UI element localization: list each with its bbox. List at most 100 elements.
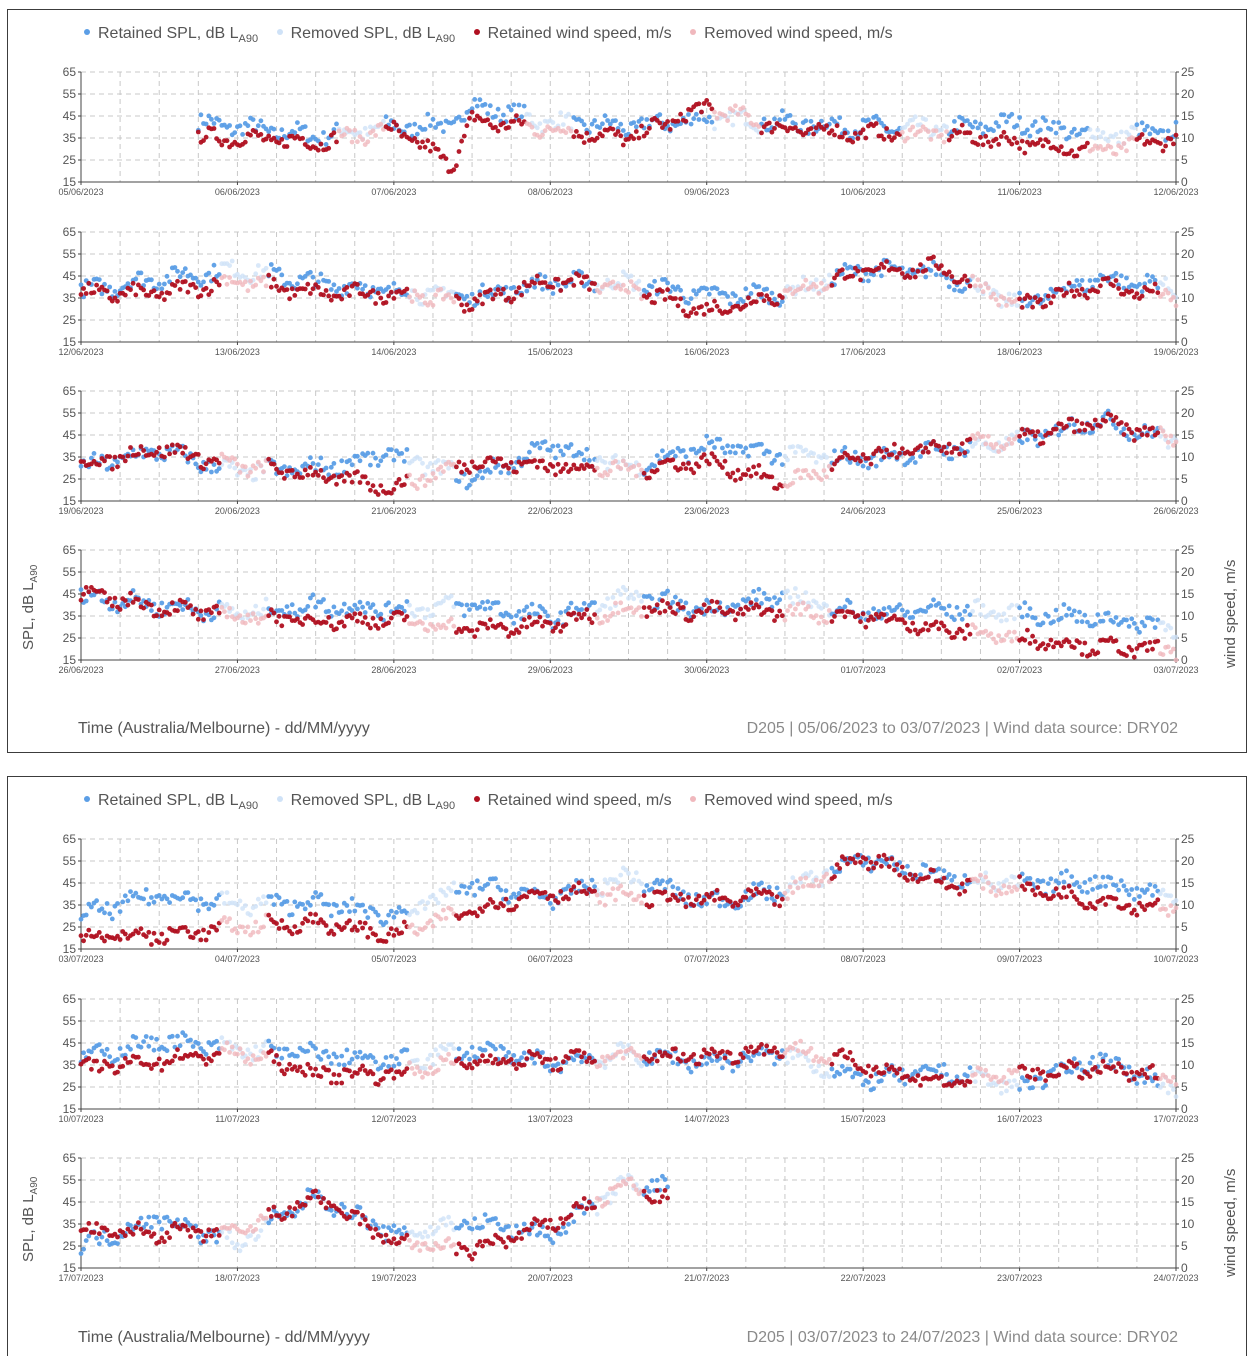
spl-point <box>1001 611 1007 617</box>
wind-point <box>156 607 162 613</box>
wind-point <box>618 466 624 471</box>
spl-point <box>352 1050 358 1055</box>
wind-point <box>532 458 537 463</box>
spl-point <box>1043 118 1048 123</box>
wind-point <box>1043 303 1048 309</box>
wind-point <box>508 460 514 465</box>
wind-point <box>602 613 608 619</box>
x-tick-label: 16/07/2023 <box>997 1114 1042 1124</box>
x-tick-label: 03/07/2023 <box>58 954 103 964</box>
wind-point <box>368 487 373 493</box>
wind-point <box>654 602 660 608</box>
spl-point <box>1014 303 1020 308</box>
spl-point <box>1092 621 1098 627</box>
spl-point <box>647 1050 652 1055</box>
spl-point <box>605 277 610 283</box>
spl-point <box>712 445 717 450</box>
wind-point <box>678 891 683 897</box>
spl-point <box>871 1086 876 1092</box>
wind-point <box>287 296 292 302</box>
wind-point <box>918 262 923 267</box>
spl-point <box>534 125 540 131</box>
wind-point <box>1006 436 1012 442</box>
spl-point <box>519 114 524 120</box>
y-right-tick-label: 15 <box>1181 876 1195 890</box>
spl-point <box>670 1060 676 1066</box>
spl-point <box>1168 893 1174 899</box>
spl-point <box>764 286 770 292</box>
spl-point <box>508 614 514 620</box>
wind-point <box>128 590 133 596</box>
spl-point <box>237 123 243 129</box>
wind-point <box>209 610 214 616</box>
wind-point <box>1058 144 1064 150</box>
spl-point <box>229 258 235 264</box>
wind-point <box>417 477 423 482</box>
wind-point <box>370 483 376 489</box>
wind-point <box>451 623 457 629</box>
wind-point <box>1004 135 1009 140</box>
wind-point <box>972 283 978 289</box>
spl-point <box>391 281 397 286</box>
wind-point <box>636 286 642 292</box>
wind-point <box>441 296 446 302</box>
wind-point <box>271 610 277 616</box>
spl-point <box>266 129 272 135</box>
wind-point <box>151 930 157 936</box>
spl-point <box>631 877 637 883</box>
wind-point <box>860 611 866 617</box>
spl-point <box>214 896 220 901</box>
wind-point <box>248 618 253 623</box>
spl-point <box>177 603 183 608</box>
spl-point <box>746 596 751 602</box>
wind-point <box>378 295 384 301</box>
spl-point <box>1017 605 1022 611</box>
spl-point <box>433 1047 438 1053</box>
wind-point <box>443 915 449 921</box>
wind-point <box>936 443 942 449</box>
spl-point <box>1098 134 1103 140</box>
spl-point <box>550 906 556 912</box>
wind-point <box>759 130 764 136</box>
spl-point <box>328 464 334 470</box>
spl-point <box>1027 301 1033 306</box>
wind-point <box>454 630 459 635</box>
wind-point <box>378 121 384 127</box>
wind-point <box>388 615 394 621</box>
wind-point <box>112 454 118 460</box>
wind-point <box>112 295 118 301</box>
spl-point <box>198 896 204 902</box>
spl-point <box>472 602 478 608</box>
wind-point <box>816 883 822 889</box>
spl-point <box>521 1050 527 1056</box>
spl-point <box>370 1055 376 1060</box>
wind-point <box>255 620 261 626</box>
wind-point <box>1066 639 1072 645</box>
wind-point <box>756 463 762 468</box>
spl-point <box>1030 123 1035 128</box>
spl-point <box>253 271 259 277</box>
wind-point <box>287 614 292 620</box>
spl-point <box>308 595 313 601</box>
wind-point <box>154 613 160 619</box>
wind-point <box>334 139 339 145</box>
wind-point <box>130 280 136 286</box>
wind-point <box>769 129 775 135</box>
spl-point <box>326 1054 332 1060</box>
wind-point <box>660 598 665 604</box>
wind-point <box>605 618 610 623</box>
spl-point <box>709 119 715 125</box>
spl-point <box>1113 131 1119 137</box>
spl-point <box>485 294 491 300</box>
wind-point <box>996 142 1002 147</box>
spl-point <box>261 1043 266 1049</box>
spl-point <box>996 612 1002 618</box>
wind-point <box>1173 905 1179 911</box>
spl-point <box>735 1063 741 1069</box>
wind-point <box>401 617 407 623</box>
y-right-tick-label: 5 <box>1181 1080 1188 1094</box>
wind-point <box>250 611 256 616</box>
legend-item-retained-spl: Retained SPL, dB LA90 <box>84 25 258 45</box>
wind-point <box>378 616 384 622</box>
spl-point <box>255 896 261 902</box>
